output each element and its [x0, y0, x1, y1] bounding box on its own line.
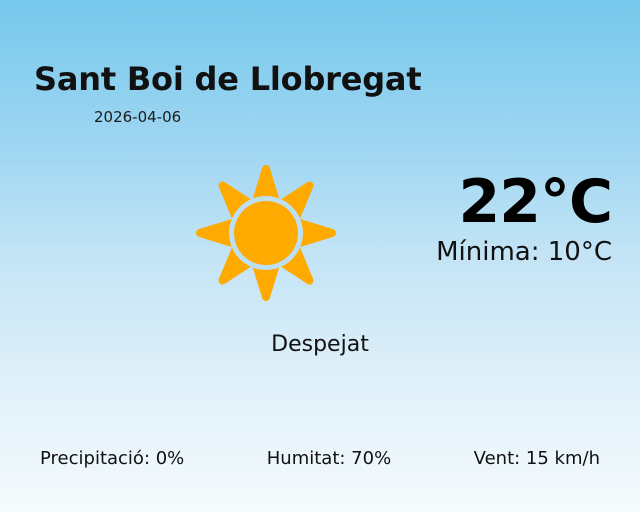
minimum-temperature: Mínima: 10°C: [436, 237, 612, 267]
stat-wind: Vent: 15 km/h: [473, 448, 600, 469]
stat-precipitation: Precipitació: 0%: [40, 448, 185, 469]
page-title: Sant Boi de Llobregat: [34, 60, 422, 98]
current-temperature: 22°C: [458, 167, 613, 237]
stat-humidity: Humitat: 70%: [266, 448, 392, 469]
date-label: 2026-04-06: [94, 108, 182, 126]
temperature-block: 22°C Mínima: 10°C: [436, 167, 613, 267]
sun-icon: [196, 165, 336, 305]
condition-label: Despejat: [271, 332, 369, 357]
stats-row: Precipitació: 0% Humitat: 70% Vent: 15 k…: [40, 448, 600, 469]
